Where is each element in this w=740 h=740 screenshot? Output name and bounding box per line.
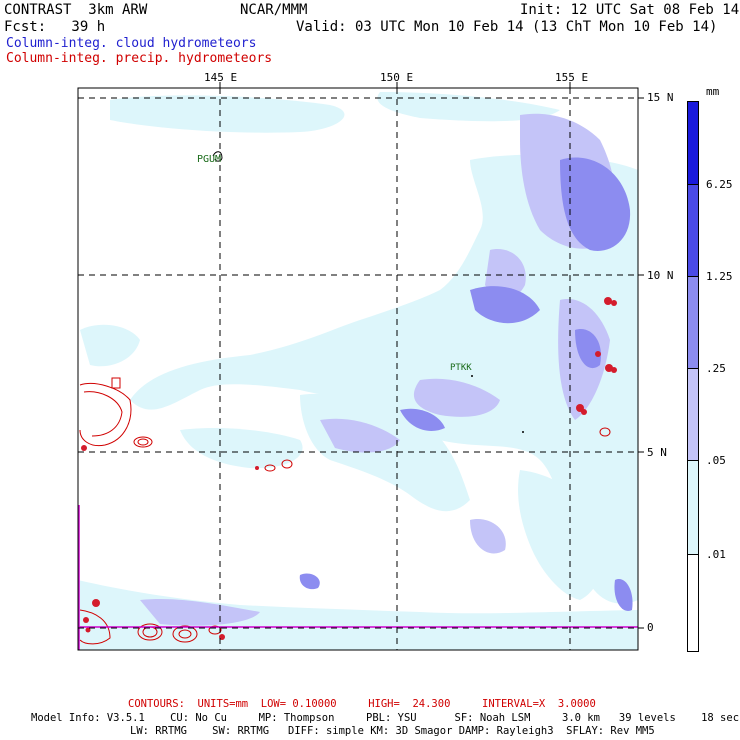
colorbar-level-0-25: .25 bbox=[706, 362, 726, 375]
colorbar-swatch-6 bbox=[687, 554, 699, 652]
lat-label-equator: 0 bbox=[647, 621, 654, 634]
lon-label-150: 150 E bbox=[380, 71, 414, 84]
lat-label-15n: 15 N bbox=[647, 91, 674, 104]
lat-label-10n: 10 N bbox=[647, 269, 674, 282]
colorbar-swatch-3 bbox=[687, 276, 699, 369]
colorbar-level-1-25: 1.25 bbox=[706, 270, 733, 283]
contour-info: CONTOURS: UNITS=mm LOW= 0.10000 HIGH= 24… bbox=[128, 698, 596, 710]
field-cloud-label: Column-integ. cloud hydrometeors bbox=[6, 36, 257, 51]
station-pgum: PGUM bbox=[197, 154, 221, 165]
colorbar-swatch-5 bbox=[687, 460, 699, 555]
model-info-line2: LW: RRTMG SW: RRTMG DIFF: simple KM: 3D … bbox=[130, 725, 655, 737]
colorbar-swatch-4 bbox=[687, 368, 699, 461]
precip-contours bbox=[79, 377, 611, 645]
colorbar-units: mm bbox=[706, 85, 720, 98]
map-field bbox=[78, 92, 638, 650]
lat-lon-grid bbox=[78, 88, 638, 650]
forecast-hour: Fcst: 39 h bbox=[4, 19, 106, 35]
domain-boundary bbox=[78, 505, 638, 650]
station-ptkk: PTKK bbox=[450, 363, 472, 373]
axis-ticks bbox=[219, 82, 644, 629]
lat-label-5n: 5 N bbox=[647, 446, 667, 459]
model-info-line1: Model Info: V3.5.1 CU: No Cu MP: Thompso… bbox=[31, 712, 740, 724]
colorbar-level-0-05: .05 bbox=[706, 454, 726, 467]
colorbar-level-6-25: 6.25 bbox=[706, 178, 733, 191]
station-markers bbox=[212, 151, 524, 433]
colorbar-swatch-2 bbox=[687, 184, 699, 277]
field-precip-label: Column-integ. precip. hydrometeors bbox=[6, 51, 273, 66]
init-time: Init: 12 UTC Sat 08 Feb 14 bbox=[520, 2, 740, 18]
lon-label-155: 155 E bbox=[555, 71, 589, 84]
colorbar-level-0-01: .01 bbox=[706, 548, 726, 561]
colorbar-swatch-1 bbox=[687, 101, 699, 185]
valid-time: Valid: 03 UTC Mon 10 Feb 14 (13 ChT Mon … bbox=[296, 19, 718, 35]
organization-label: NCAR/MMM bbox=[240, 2, 308, 18]
model-title: CONTRAST 3km ARW bbox=[4, 2, 148, 18]
lon-label-145: 145 E bbox=[204, 71, 238, 84]
map-frame bbox=[77, 87, 639, 651]
cloud-field-high bbox=[299, 157, 633, 611]
